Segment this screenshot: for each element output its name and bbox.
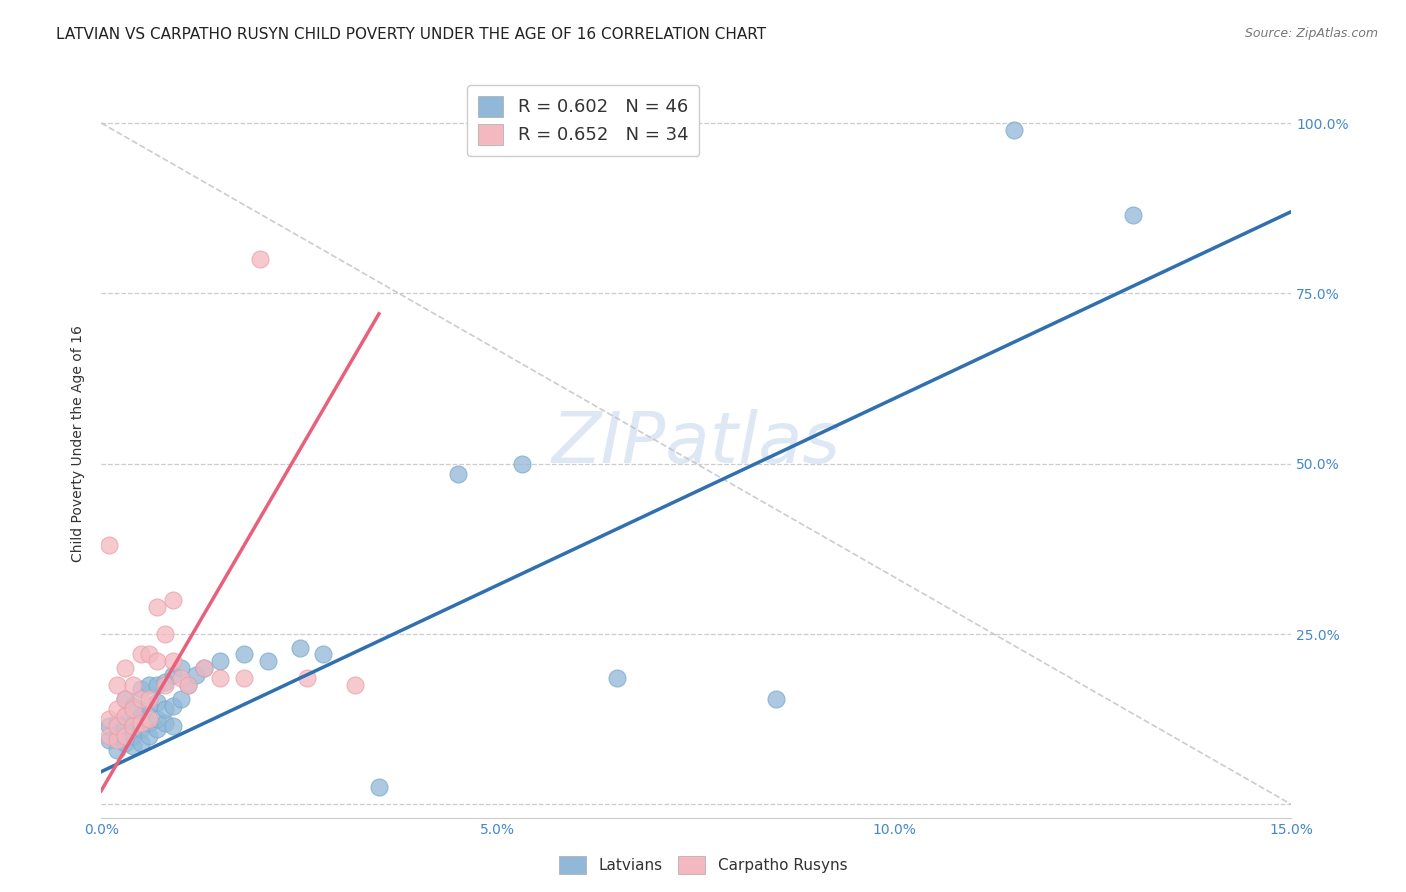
- Point: [114, 729, 136, 743]
- Point: [606, 671, 628, 685]
- Point: [129, 691, 152, 706]
- Point: [162, 593, 184, 607]
- Point: [297, 671, 319, 685]
- Point: [177, 678, 200, 692]
- Point: [138, 712, 160, 726]
- Point: [193, 661, 215, 675]
- Point: [138, 648, 160, 662]
- Point: [209, 671, 232, 685]
- Point: [209, 654, 232, 668]
- Point: [138, 715, 160, 730]
- Point: [153, 715, 176, 730]
- Point: [169, 691, 191, 706]
- Point: [193, 661, 215, 675]
- Legend: R = 0.602   N = 46, R = 0.652   N = 34: R = 0.602 N = 46, R = 0.652 N = 34: [467, 85, 699, 155]
- Text: Source: ZipAtlas.com: Source: ZipAtlas.com: [1244, 27, 1378, 40]
- Point: [129, 681, 152, 696]
- Point: [153, 702, 176, 716]
- Point: [145, 654, 167, 668]
- Point: [122, 739, 145, 754]
- Point: [256, 654, 278, 668]
- Point: [105, 732, 128, 747]
- Point: [344, 678, 367, 692]
- Point: [105, 729, 128, 743]
- Point: [233, 648, 256, 662]
- Point: [98, 719, 121, 733]
- Point: [169, 671, 191, 685]
- Point: [162, 668, 184, 682]
- Point: [129, 648, 152, 662]
- Point: [249, 252, 271, 267]
- Point: [765, 691, 787, 706]
- Text: LATVIAN VS CARPATHO RUSYN CHILD POVERTY UNDER THE AGE OF 16 CORRELATION CHART: LATVIAN VS CARPATHO RUSYN CHILD POVERTY …: [56, 27, 766, 42]
- Point: [129, 723, 152, 737]
- Point: [233, 671, 256, 685]
- Point: [122, 715, 145, 730]
- Point: [114, 691, 136, 706]
- Point: [122, 678, 145, 692]
- Point: [98, 732, 121, 747]
- Point: [122, 729, 145, 743]
- Point: [105, 702, 128, 716]
- Point: [129, 715, 152, 730]
- Point: [145, 723, 167, 737]
- Point: [122, 719, 145, 733]
- Point: [98, 729, 121, 743]
- Point: [153, 678, 176, 692]
- Text: ZIPatlas: ZIPatlas: [551, 409, 841, 478]
- Point: [1002, 123, 1025, 137]
- Point: [122, 698, 145, 713]
- Point: [153, 674, 176, 689]
- Point: [447, 467, 470, 481]
- Point: [145, 712, 167, 726]
- Point: [145, 695, 167, 709]
- Point: [510, 457, 533, 471]
- Point: [138, 678, 160, 692]
- Point: [105, 678, 128, 692]
- Point: [138, 698, 160, 713]
- Point: [105, 719, 128, 733]
- Y-axis label: Child Poverty Under the Age of 16: Child Poverty Under the Age of 16: [72, 325, 86, 562]
- Point: [162, 719, 184, 733]
- Point: [153, 627, 176, 641]
- Point: [162, 698, 184, 713]
- Point: [169, 661, 191, 675]
- Point: [186, 668, 208, 682]
- Point: [312, 648, 335, 662]
- Point: [114, 723, 136, 737]
- Point: [114, 708, 136, 723]
- Point: [105, 743, 128, 757]
- Point: [114, 708, 136, 723]
- Point: [98, 539, 121, 553]
- Point: [145, 678, 167, 692]
- Point: [162, 654, 184, 668]
- Point: [98, 712, 121, 726]
- Point: [177, 678, 200, 692]
- Point: [1122, 208, 1144, 222]
- Point: [138, 729, 160, 743]
- Point: [129, 708, 152, 723]
- Point: [114, 736, 136, 750]
- Point: [105, 715, 128, 730]
- Point: [288, 640, 311, 655]
- Legend: Latvians, Carpatho Rusyns: Latvians, Carpatho Rusyns: [553, 850, 853, 880]
- Point: [114, 661, 136, 675]
- Point: [367, 780, 389, 795]
- Point: [138, 691, 160, 706]
- Point: [129, 736, 152, 750]
- Point: [145, 599, 167, 614]
- Point: [114, 691, 136, 706]
- Point: [122, 702, 145, 716]
